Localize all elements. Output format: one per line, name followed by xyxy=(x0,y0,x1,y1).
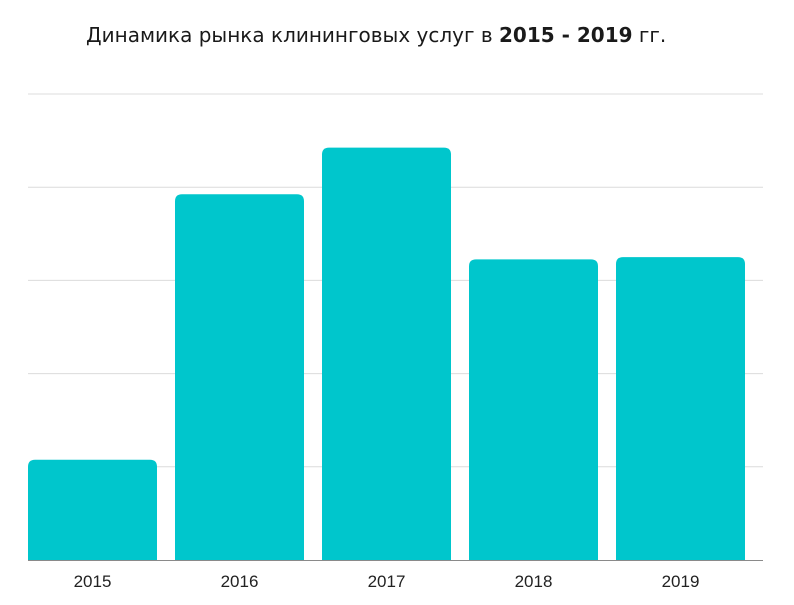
chart-title-years: 2015 - 2019 xyxy=(498,23,633,47)
x-tick-label: 2016 xyxy=(221,572,259,591)
bar-2016 xyxy=(175,194,304,560)
bar-2019 xyxy=(616,257,745,560)
chart-title: Динамика рынка клининговых услуг в 2015 … xyxy=(86,20,666,50)
chart-title-prefix: Динамика рынка клининговых услуг в xyxy=(86,23,499,47)
bar-2015 xyxy=(28,459,157,560)
x-tick-label: 2018 xyxy=(515,572,553,591)
x-tick-label: 2017 xyxy=(368,572,406,591)
x-tick-label: 2015 xyxy=(74,572,112,591)
bar-2017 xyxy=(322,147,451,560)
x-axis: 2015 2016 2017 2018 2019 xyxy=(28,560,763,591)
bar-2018 xyxy=(469,259,598,560)
bars xyxy=(28,147,745,560)
chart-title-suffix: гг. xyxy=(632,23,667,47)
x-tick-label: 2019 xyxy=(662,572,700,591)
